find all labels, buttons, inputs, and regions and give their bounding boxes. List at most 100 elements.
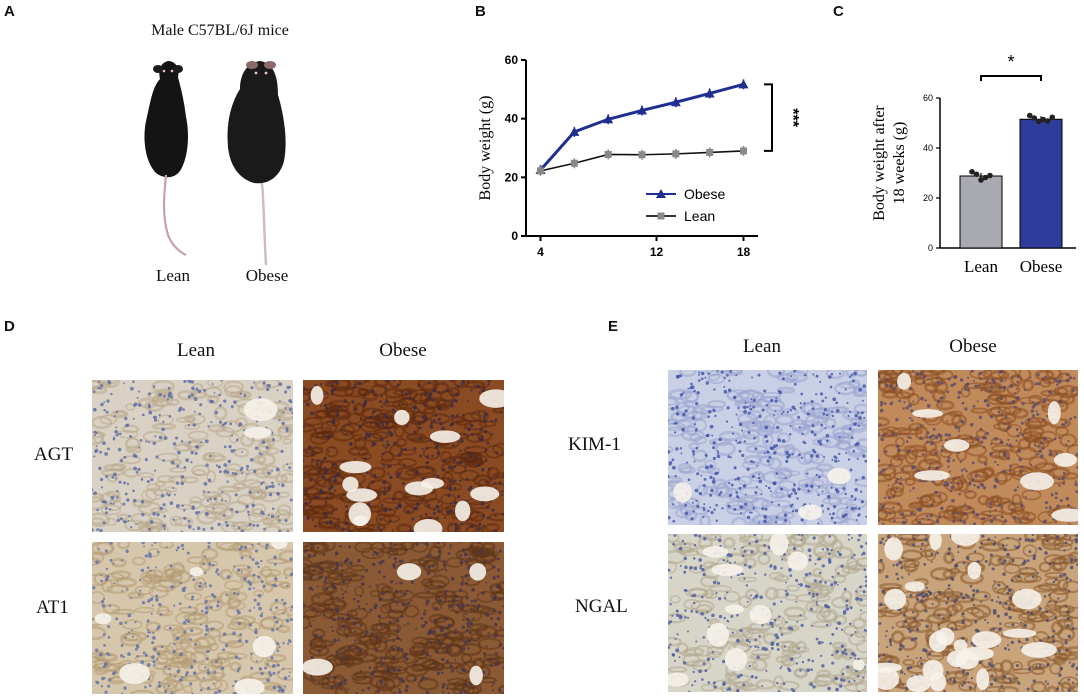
nucleus (140, 478, 144, 481)
nucleus (683, 543, 687, 546)
tubule (878, 609, 887, 618)
tubule (737, 576, 758, 583)
nucleus (860, 411, 864, 415)
nucleus (712, 477, 716, 480)
nucleus (737, 406, 740, 410)
nucleus (862, 676, 865, 679)
tubule (893, 471, 912, 481)
nucleus (980, 541, 984, 545)
nucleus (1000, 470, 1003, 473)
nucleus (245, 464, 250, 468)
nucleus (460, 582, 464, 586)
tubule (252, 489, 267, 500)
nucleus (323, 511, 327, 516)
tubule (192, 468, 207, 477)
tubule (840, 518, 860, 525)
tubule (766, 370, 786, 378)
nucleus (480, 468, 485, 472)
tubule (1009, 463, 1022, 477)
bar-lean (959, 175, 1003, 249)
nucleus (1062, 471, 1066, 475)
nucleus (378, 598, 382, 602)
lumen (787, 551, 808, 571)
nucleus (935, 466, 939, 471)
nucleus (452, 443, 456, 447)
tubule (349, 564, 366, 572)
nucleus (1003, 559, 1007, 563)
nucleus (460, 603, 465, 608)
nucleus (831, 661, 835, 665)
nucleus (491, 432, 494, 435)
nucleus (234, 472, 238, 476)
nucleus (385, 426, 389, 430)
nucleus (838, 552, 843, 557)
nucleus (189, 638, 193, 641)
nucleus (1002, 572, 1006, 576)
nucleus (314, 429, 317, 432)
nucleus (860, 500, 864, 504)
nucleus (258, 606, 262, 611)
nucleus (140, 568, 145, 573)
nucleus (883, 402, 887, 405)
nucleus (820, 423, 824, 427)
nucleus (911, 629, 914, 632)
nucleus (148, 405, 151, 409)
nucleus (276, 649, 280, 653)
nucleus (187, 524, 192, 529)
nucleus (942, 617, 945, 620)
nucleus (1003, 547, 1007, 552)
tubule (303, 569, 324, 582)
nucleus (491, 685, 494, 688)
nucleus (815, 393, 818, 396)
nucleus (181, 504, 184, 508)
nucleus (348, 423, 351, 426)
kim1-obese-tile (878, 370, 1078, 525)
nucleus (103, 408, 106, 412)
nucleus (283, 601, 287, 606)
tubule (110, 557, 127, 568)
nucleus (895, 563, 899, 567)
nucleus (1055, 452, 1059, 456)
nucleus (159, 613, 163, 616)
nucleus (733, 547, 736, 550)
nucleus (912, 400, 915, 403)
nucleus (331, 463, 335, 466)
nucleus (446, 510, 450, 515)
nucleus (945, 481, 949, 485)
nucleus (330, 512, 333, 515)
nucleus (707, 415, 710, 419)
tubule (878, 507, 897, 522)
tubule (838, 497, 853, 506)
nucleus (924, 593, 929, 597)
nucleus (324, 515, 328, 519)
y-tick-label: 20 (505, 170, 519, 184)
nucleus (950, 383, 954, 388)
tubule (809, 453, 825, 465)
nucleus (950, 627, 954, 630)
nucleus (314, 495, 319, 500)
y-tick-label: 60 (923, 93, 933, 103)
nucleus (930, 503, 934, 507)
nucleus (688, 690, 691, 692)
nucleus (387, 472, 390, 476)
nucleus (283, 685, 286, 688)
nucleus (975, 512, 980, 517)
nucleus (1016, 485, 1020, 489)
nucleus (994, 536, 997, 539)
nucleus (726, 619, 729, 623)
nucleus (967, 506, 971, 510)
nucleus (1017, 640, 1021, 643)
nucleus (776, 681, 779, 685)
nucleus (449, 422, 454, 427)
tubule (124, 437, 141, 452)
lumen (469, 665, 483, 686)
nucleus (343, 425, 346, 427)
nucleus (961, 612, 965, 616)
nucleus (442, 459, 446, 463)
nucleus (693, 389, 696, 393)
nucleus (844, 513, 848, 517)
tubule (1056, 618, 1074, 629)
nucleus (160, 645, 164, 648)
nucleus (972, 603, 976, 607)
nucleus (818, 571, 822, 575)
